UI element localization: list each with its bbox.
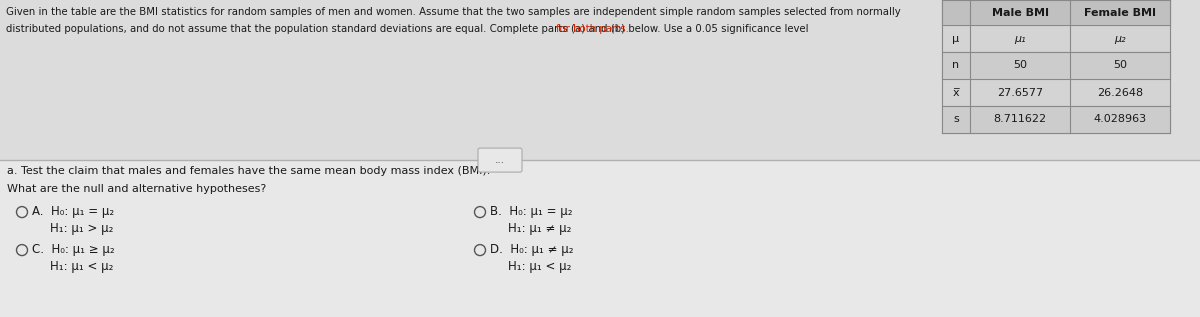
Text: H₁: μ₁ > μ₂: H₁: μ₁ > μ₂ [50,222,114,235]
Text: 50: 50 [1013,61,1027,70]
Text: H₁: μ₁ < μ₂: H₁: μ₁ < μ₂ [508,260,571,273]
Text: ...: ... [494,155,505,165]
Text: 27.6577: 27.6577 [997,87,1043,98]
Text: 8.711622: 8.711622 [994,114,1046,125]
Text: H₁: μ₁ ≠ μ₂: H₁: μ₁ ≠ μ₂ [508,222,571,235]
Text: What are the null and alternative hypotheses?: What are the null and alternative hypoth… [7,184,266,194]
Text: 50: 50 [1114,61,1127,70]
Bar [0,160,1200,317]
Bar [0,0,1200,160]
Text: A.  H₀: μ₁ = μ₂: A. H₀: μ₁ = μ₂ [32,204,115,217]
Bar [942,25,1170,52]
Text: a. Test the claim that males and females have the same mean body mass index (BMI: a. Test the claim that males and females… [7,166,491,176]
Text: distributed populations, and do not assume that the population standard deviatio: distributed populations, and do not assu… [6,24,811,34]
Bar [942,0,1170,25]
Text: Given in the table are the BMI statistics for random samples of men and women. A: Given in the table are the BMI statistic… [6,7,901,17]
Bar [942,52,1170,79]
Text: D.  H₀: μ₁ ≠ μ₂: D. H₀: μ₁ ≠ μ₂ [491,243,574,256]
Text: 4.028963: 4.028963 [1093,114,1146,125]
Text: x̅: x̅ [953,87,959,98]
Text: Female BMI: Female BMI [1084,8,1156,17]
Text: s: s [953,114,959,125]
Text: 26.2648: 26.2648 [1097,87,1144,98]
Text: μ: μ [953,34,960,43]
Bar [942,79,1170,106]
Bar [942,106,1170,133]
Text: μ₂: μ₂ [1114,34,1126,43]
Text: B.  H₀: μ₁ = μ₂: B. H₀: μ₁ = μ₂ [491,204,574,217]
Text: Male BMI: Male BMI [991,8,1049,17]
Text: H₁: μ₁ < μ₂: H₁: μ₁ < μ₂ [50,260,114,273]
Text: for both parts.: for both parts. [556,24,629,34]
Text: μ₁: μ₁ [1014,34,1026,43]
Text: C.  H₀: μ₁ ≥ μ₂: C. H₀: μ₁ ≥ μ₂ [32,243,115,256]
Text: n: n [953,61,960,70]
FancyBboxPatch shape [478,148,522,172]
